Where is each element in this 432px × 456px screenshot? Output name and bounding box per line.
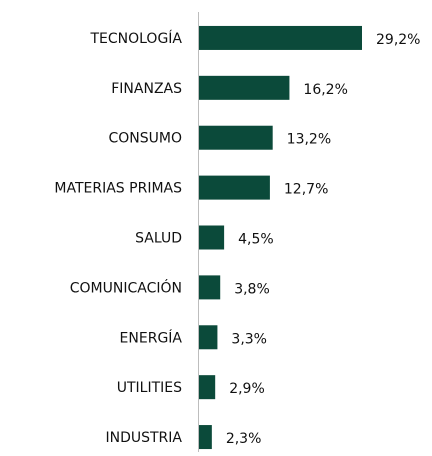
category-label: COMUNICACIÓN bbox=[70, 278, 182, 296]
value-label: 2,9% bbox=[229, 381, 265, 397]
value-label: 13,2% bbox=[287, 132, 331, 148]
value-label: 3,3% bbox=[231, 331, 267, 347]
value-label: 2,3% bbox=[226, 431, 262, 447]
value-label: 3,8% bbox=[234, 281, 270, 297]
category-label: SALUD bbox=[135, 231, 182, 247]
bar bbox=[199, 325, 218, 350]
category-label: UTILITIES bbox=[117, 380, 182, 396]
value-label: 4,5% bbox=[238, 232, 274, 248]
category-label: INDUSTRIA bbox=[105, 430, 182, 446]
value-label: 12,7% bbox=[284, 182, 328, 198]
bar bbox=[199, 225, 225, 250]
category-label: ENERGÍA bbox=[120, 329, 183, 346]
bar bbox=[199, 25, 362, 50]
category-label: MATERIAS PRIMAS bbox=[54, 181, 182, 197]
bar bbox=[199, 75, 290, 100]
bar bbox=[199, 375, 216, 400]
bar bbox=[199, 425, 212, 450]
category-label: TECNOLOGÍA bbox=[89, 30, 182, 47]
category-label: CONSUMO bbox=[109, 131, 183, 147]
bar bbox=[199, 175, 270, 200]
bar bbox=[199, 275, 221, 300]
category-label: FINANZAS bbox=[111, 81, 182, 97]
value-label: 29,2% bbox=[376, 32, 420, 48]
bar bbox=[199, 125, 273, 150]
value-label: 16,2% bbox=[303, 82, 347, 98]
